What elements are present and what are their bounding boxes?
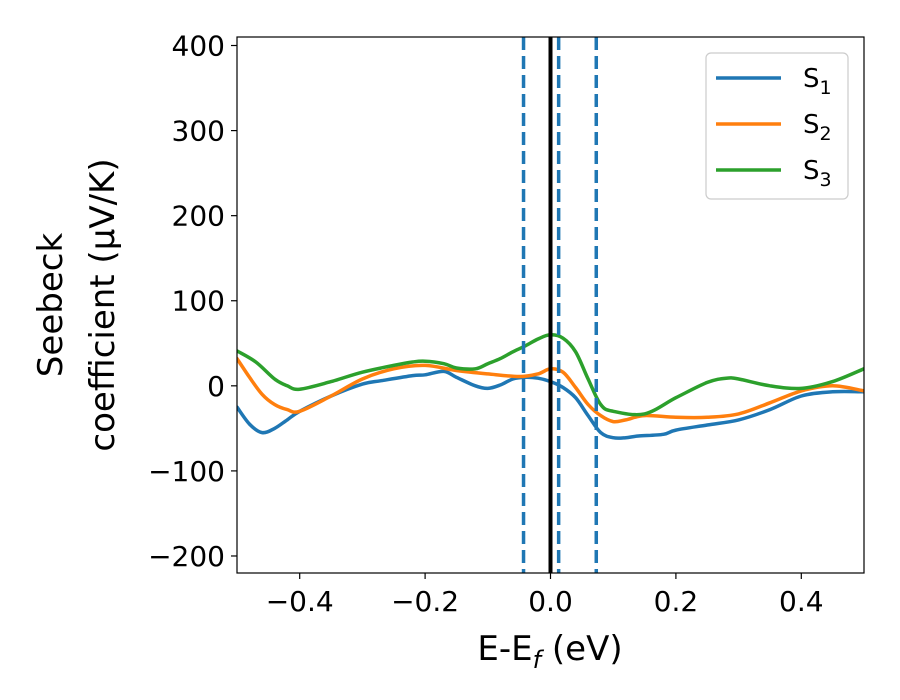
y-axis-title: Seebeck coefficient (μV/K): [31, 158, 123, 451]
vertical-lines-layer: [521, 37, 599, 573]
y-axis-title-line1: Seebeck: [31, 233, 71, 378]
y-tick-label: 0: [207, 370, 225, 403]
y-tick-label: 200: [172, 200, 225, 233]
x-axis-title-unit: (eV): [541, 629, 623, 669]
legend: S1 S2 S3: [705, 52, 849, 200]
y-tick-label: −200: [148, 540, 225, 573]
x-tick-label: −0.4: [266, 585, 334, 618]
x-tick-label: 0.0: [528, 585, 573, 618]
legend-label-s2: S2: [803, 110, 832, 145]
x-tick-label: 0.4: [779, 585, 824, 618]
ticks-layer: −0.4 −0.2 0.0 0.2 0.4 −200 −100 0 100 200 300 400: [148, 30, 823, 618]
x-tick-label: 0.2: [654, 585, 699, 618]
y-tick-label: −100: [148, 455, 225, 488]
y-tick-label: 400: [172, 30, 225, 63]
y-axis-title-line2: coefficient (μV/K): [83, 158, 123, 451]
series-line-s3: [237, 333, 864, 417]
legend-label-s3: S3: [803, 156, 832, 191]
x-axis-title: E-Ef (eV): [477, 629, 622, 674]
legend-label-s1: S1: [803, 64, 832, 99]
legend-box: [705, 52, 849, 200]
y-tick-label: 100: [172, 285, 225, 318]
x-tick-label: −0.2: [391, 585, 459, 618]
y-tick-label: 300: [172, 115, 225, 148]
